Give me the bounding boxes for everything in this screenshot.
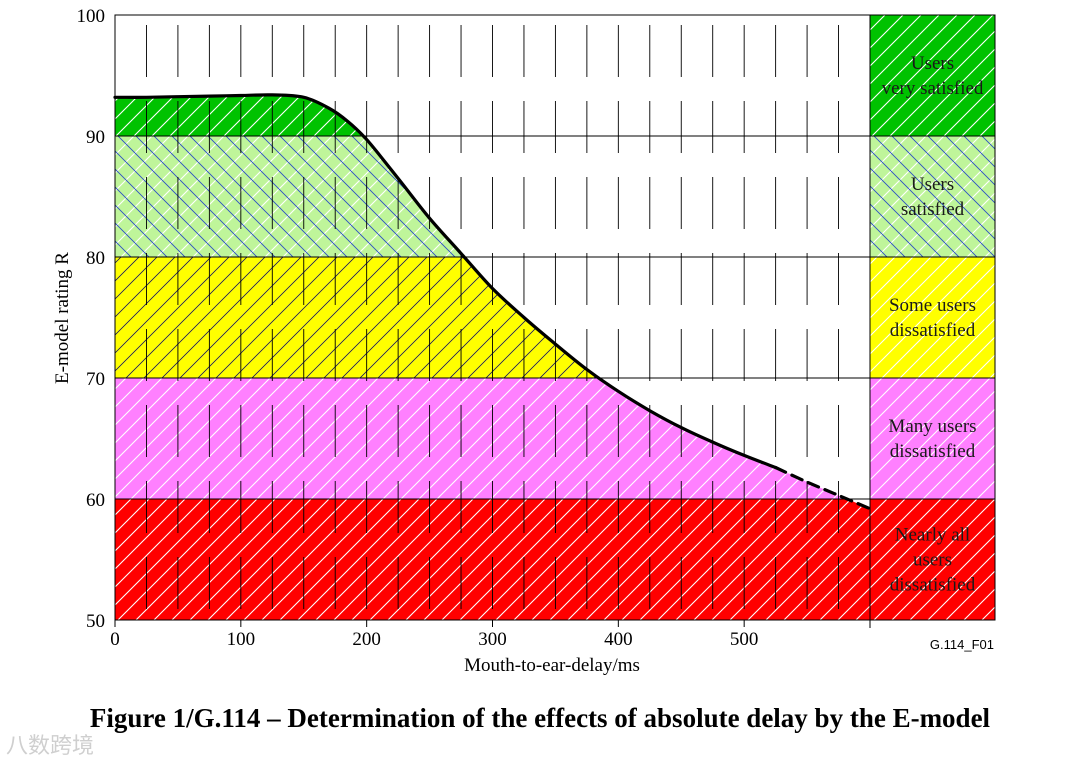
figure-code: G.114_F01: [930, 637, 994, 652]
y-tick-label: 60: [86, 490, 105, 511]
legend-bands: [870, 15, 995, 620]
y-tick-label: 70: [86, 369, 105, 390]
plot-frame: [114, 14, 996, 628]
band-label-1: Users satisfied: [901, 174, 965, 220]
y-tick-label: 50: [86, 611, 105, 632]
x-tick-label: 200: [352, 629, 381, 650]
r-curve: [113, 93, 872, 511]
band-label-4: Nearly all users dissatisfied: [890, 525, 976, 596]
legend-band-crosshatch-1: [870, 136, 995, 257]
y-tick-labels: 50 60 70 80 90 100: [77, 6, 106, 632]
y-tick-label: 100: [77, 6, 106, 27]
legend-band-hatch-4: [870, 499, 995, 620]
x-tick-label: 100: [227, 629, 256, 650]
figure-caption: Figure 1/G.114 – Determination of the ef…: [89, 703, 991, 733]
y-tick-label: 90: [86, 127, 105, 148]
x-tick-label: 0: [110, 629, 120, 650]
e-model-chart: 50 60 70 80 90 100 0 100 200 300 400 500 Users very…: [52, 6, 996, 676]
x-tick-label: 300: [478, 629, 507, 650]
curve-solid: [113, 93, 778, 470]
band-label-0: Users very satisfied: [882, 53, 984, 99]
band-label-2: Some users dissatisfied: [889, 295, 976, 341]
grid-lines: [115, 15, 995, 620]
frame-outer: [114, 14, 996, 621]
x-tick-labels: 0 100 200 300 400 500: [110, 629, 758, 650]
legend-band-hatch-3: [870, 378, 995, 499]
watermark: 八数跨境: [6, 734, 95, 759]
legend-band-hatch-2: [870, 257, 995, 378]
y-axis-label: E-model rating R: [52, 252, 73, 384]
band-label-3: Many users dissatisfied: [888, 416, 976, 462]
band-labels: Users very satisfied Users satisfied Some us…: [882, 53, 984, 596]
x-tick-label: 400: [604, 629, 633, 650]
x-axis-label: Mouth-to-ear-delay/ms: [464, 655, 640, 676]
x-tick-label: 500: [730, 629, 759, 650]
y-tick-label: 80: [86, 248, 105, 269]
legend-band-hatch-0: [870, 15, 995, 136]
